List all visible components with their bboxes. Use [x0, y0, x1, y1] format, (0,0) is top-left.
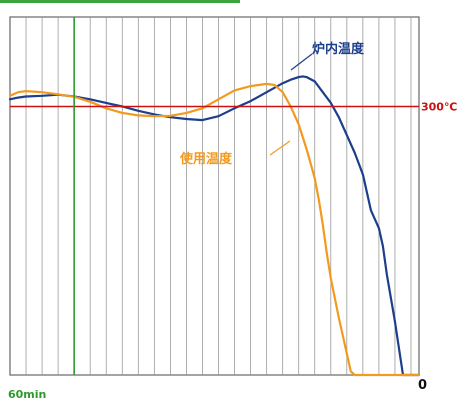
- end-marker-label: 0: [418, 378, 427, 393]
- series-2-leader: [269, 140, 291, 156]
- series-line-2: [8, 82, 421, 377]
- start-marker-label: 60min: [8, 388, 46, 401]
- series-line-1: [8, 75, 421, 377]
- series-1-leader: [290, 53, 313, 71]
- series-2-label: 使用温度: [179, 151, 233, 167]
- series-1-label: 炉内温度: [312, 41, 365, 57]
- grid-lines: [25, 17, 412, 375]
- series-layer: [8, 75, 421, 377]
- top-accent-bar: [0, 0, 240, 3]
- reference-line-label: 300℃: [421, 101, 457, 114]
- plot-frame: [9, 16, 420, 376]
